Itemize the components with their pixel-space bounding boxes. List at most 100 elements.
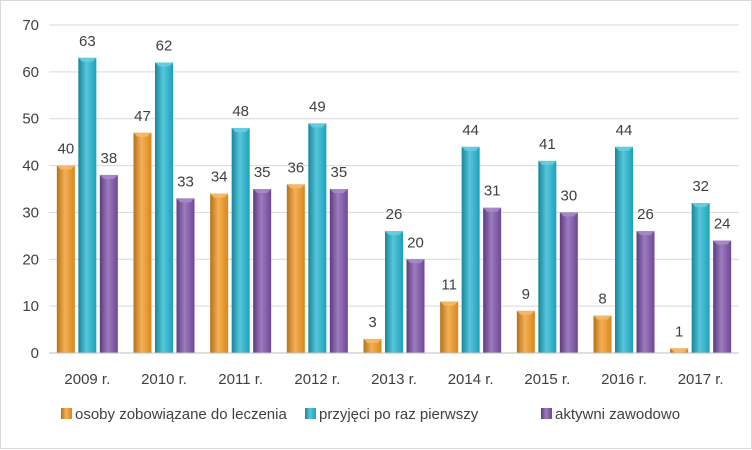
data-label: 44 — [462, 122, 479, 139]
legend-label: osoby zobowiązane do leczenia — [75, 406, 287, 423]
bar-top — [516, 310, 535, 315]
bar-top — [286, 184, 305, 189]
data-label: 9 — [522, 286, 530, 303]
bar-top — [559, 212, 578, 217]
bar — [713, 240, 732, 353]
y-tick-label: 60 — [22, 64, 39, 81]
bar — [78, 57, 97, 354]
bar — [406, 259, 425, 353]
data-label: 40 — [57, 141, 74, 158]
bar-top — [385, 231, 403, 236]
x-tick-label: 2015 r. — [524, 371, 570, 388]
bar — [559, 212, 578, 353]
data-label: 30 — [560, 187, 577, 204]
bar-top — [363, 338, 382, 343]
x-tick-label: 2012 r. — [294, 371, 340, 388]
x-tick-label: 2013 r. — [371, 371, 417, 388]
y-tick-label: 10 — [22, 298, 39, 315]
data-label: 34 — [211, 169, 228, 186]
bar — [286, 184, 305, 353]
bar — [133, 132, 152, 353]
bar — [253, 189, 272, 353]
x-tick-label: 2010 r. — [141, 371, 187, 388]
data-label: 24 — [714, 216, 731, 233]
legend-swatch — [61, 408, 72, 419]
bar-top — [670, 348, 689, 353]
data-label: 49 — [309, 98, 326, 115]
bar-top — [636, 231, 655, 236]
bar — [538, 160, 557, 353]
bar — [99, 174, 118, 353]
bar — [385, 231, 403, 353]
data-label: 62 — [156, 37, 173, 54]
bar-top — [461, 146, 480, 151]
y-tick-label: 40 — [22, 158, 39, 175]
data-label: 38 — [100, 150, 117, 167]
legend-swatch — [541, 408, 552, 419]
data-label: 3 — [368, 314, 376, 331]
x-tick-label: 2016 r. — [601, 371, 647, 388]
bar — [483, 207, 502, 353]
data-label: 33 — [177, 173, 194, 190]
bar-top — [483, 207, 502, 212]
bar-top — [440, 301, 459, 306]
data-label: 32 — [692, 178, 709, 195]
data-label: 44 — [616, 122, 633, 139]
bar — [329, 189, 348, 353]
bar-top — [99, 174, 118, 179]
bar — [593, 315, 612, 353]
legend-swatch — [305, 408, 316, 419]
y-tick-label: 30 — [22, 204, 39, 221]
bar — [516, 310, 535, 353]
bar-top — [253, 189, 272, 193]
y-tick-label: 50 — [22, 111, 39, 128]
data-label: 35 — [330, 164, 347, 181]
data-label: 31 — [484, 183, 501, 200]
x-tick-label: 2014 r. — [448, 371, 494, 388]
data-label: 26 — [386, 206, 403, 223]
data-label: 20 — [407, 234, 424, 251]
bar — [691, 203, 710, 353]
data-label: 26 — [637, 206, 654, 223]
x-tick-label: 2017 r. — [678, 371, 724, 388]
data-label: 48 — [232, 103, 249, 120]
bar — [636, 231, 655, 353]
y-tick-label: 20 — [22, 251, 39, 268]
bar — [440, 301, 459, 353]
y-tick-label: 0 — [31, 345, 39, 362]
bar-top — [691, 203, 710, 208]
data-label: 11 — [441, 276, 457, 293]
bar-top — [155, 62, 173, 67]
bar — [210, 193, 229, 353]
bar — [56, 165, 75, 353]
data-label: 1 — [675, 323, 683, 340]
bar — [308, 123, 327, 354]
data-label: 36 — [287, 159, 304, 176]
data-label: 41 — [539, 136, 556, 153]
x-tick-label: 2011 r. — [218, 371, 263, 388]
bar-top — [133, 132, 152, 137]
bar-top — [176, 198, 195, 203]
bar-top — [78, 57, 97, 62]
bar-top — [538, 160, 557, 165]
legend-label: aktywni zawodowo — [555, 406, 680, 423]
bar — [461, 146, 480, 353]
bar-top — [210, 193, 229, 198]
bar — [176, 198, 195, 353]
data-label: 35 — [254, 164, 271, 181]
bar-top — [593, 315, 612, 320]
data-label: 8 — [598, 291, 606, 308]
x-tick-label: 2009 r. — [64, 371, 110, 388]
bar — [155, 62, 173, 353]
legend-label: przyjęci po raz pierwszy — [319, 406, 479, 423]
bar-top — [713, 240, 732, 245]
bar — [231, 128, 250, 353]
bar — [615, 146, 633, 353]
bar-top — [406, 259, 425, 264]
bar-top — [308, 123, 327, 128]
bar-top — [329, 189, 348, 193]
bar-top — [231, 128, 250, 133]
y-tick-label: 70 — [22, 17, 39, 34]
